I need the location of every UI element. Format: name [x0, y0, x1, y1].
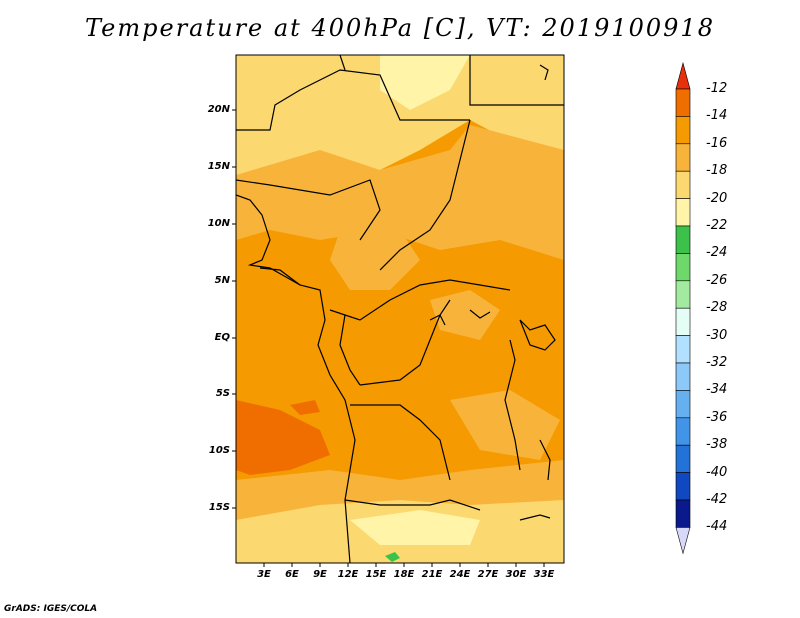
colorbar-label: -40: [706, 464, 728, 480]
colorbar-label: -24: [706, 245, 728, 261]
field-congo-minus18: [430, 290, 500, 340]
colorbar-swatch: [675, 472, 691, 501]
colorbar-swatch: [675, 362, 691, 391]
field-warm-minus14: [236, 400, 330, 475]
colorbar-swatch: [675, 390, 691, 419]
border-namibia: [344, 499, 481, 511]
field-north-minus22: [380, 55, 470, 110]
border-north: [236, 69, 470, 131]
lon-label-33e: 33E: [533, 569, 555, 580]
lon-label-24e: 24E: [449, 569, 471, 580]
border-congo-drc: [359, 299, 451, 386]
lat-label-10n: 10N: [207, 218, 230, 229]
colorbar-swatch: [675, 88, 691, 117]
border-car-congo: [329, 279, 511, 321]
border-segment-congo: [429, 314, 446, 326]
colorbar-swatch: [675, 417, 691, 446]
colorbar-label: -18: [706, 163, 728, 179]
lat-label-eq: EQ: [214, 332, 230, 343]
colorbar-swatch: [675, 253, 691, 282]
lat-label-5n: 5N: [214, 275, 230, 286]
coastline-west: [236, 194, 356, 563]
colorbar-label: -32: [706, 355, 728, 370]
footer-credit: GrADS: IGES/COLA: [4, 604, 98, 614]
lon-label-15e: 15E: [365, 569, 387, 580]
lat-label-5s: 5S: [215, 388, 230, 399]
lon-label-27e: 27E: [477, 569, 499, 580]
coastline-guinea: [259, 267, 301, 286]
colorbar-swatch: [675, 116, 691, 145]
border-gabon: [339, 314, 361, 386]
field-cold-minus24: [385, 552, 400, 562]
colorbar-label: -38: [706, 437, 728, 453]
lon-label-30e: 30E: [505, 569, 527, 580]
colorbar-swatch: [675, 444, 691, 473]
colorbar-swatch: [675, 499, 691, 528]
lat-label-15n: 15N: [207, 161, 230, 172]
colorbar-top-arrow: [675, 61, 691, 90]
colorbar: [675, 61, 691, 555]
colorbar-label: -42: [706, 492, 728, 507]
colorbar-label: -34: [706, 382, 728, 398]
colorbar-label: -12: [706, 81, 728, 96]
field-northwest-minus20: [236, 110, 340, 175]
border-angola: [350, 404, 451, 481]
colorbar-swatch: [675, 170, 691, 199]
lake-victoria: [519, 319, 556, 351]
colorbar-swatch: [675, 335, 691, 364]
colorbar-swatch: [675, 280, 691, 309]
lon-label-18e: 18E: [393, 569, 415, 580]
colorbar-swatch: [675, 143, 691, 172]
colorbar-label: -22: [706, 218, 728, 233]
lake-malawi: [539, 439, 551, 481]
lat-label-20n: 20N: [207, 104, 230, 115]
field-central-minus18: [330, 230, 420, 290]
lat-label-15s: 15S: [208, 502, 230, 513]
colorbar-swatch: [675, 225, 691, 254]
coastlines-borders: [236, 55, 564, 563]
field-sahel-minus18: [236, 125, 564, 260]
colorbar-swatch: [675, 307, 691, 336]
temperature-field: [236, 55, 564, 563]
border-chad-sudan: [379, 119, 471, 271]
lon-label-9e: 9E: [313, 569, 327, 580]
border-egypt-sudan: [469, 55, 564, 106]
colorbar-swatch: [675, 198, 691, 227]
axis-ticks: [232, 109, 545, 567]
colorbar-label: -36: [706, 409, 728, 425]
colorbar-label: -26: [706, 272, 728, 288]
border-north-2: [339, 55, 346, 71]
colorbar-label: -30: [706, 327, 728, 343]
river-congo: [469, 309, 491, 319]
border-sahel: [236, 179, 381, 241]
map-frame: [235, 54, 565, 564]
colorbar-label: -14: [706, 108, 728, 124]
colorbar-label: -28: [706, 300, 728, 316]
colorbar-label: -20: [706, 190, 728, 206]
lat-label-10s: 10S: [208, 445, 230, 456]
map-title: Temperature at 400hPa [C], VT: 201910091…: [85, 14, 715, 42]
colorbar-label: -44: [706, 519, 728, 535]
field-south-minus22: [350, 510, 480, 545]
lon-label-3e: 3E: [257, 569, 271, 580]
lon-label-6e: 6E: [285, 569, 299, 580]
field-warm-spot: [290, 400, 320, 415]
coast-egypt-ne: [539, 64, 549, 81]
lon-label-12e: 12E: [337, 569, 359, 580]
lake-kariba: [519, 514, 551, 521]
colorbar-bottom-arrow: [675, 527, 691, 555]
lon-label-21e: 21E: [421, 569, 443, 580]
colorbar-label: -16: [706, 135, 728, 151]
field-east-minus18: [450, 390, 560, 460]
lake-tanganyika: [504, 339, 521, 471]
